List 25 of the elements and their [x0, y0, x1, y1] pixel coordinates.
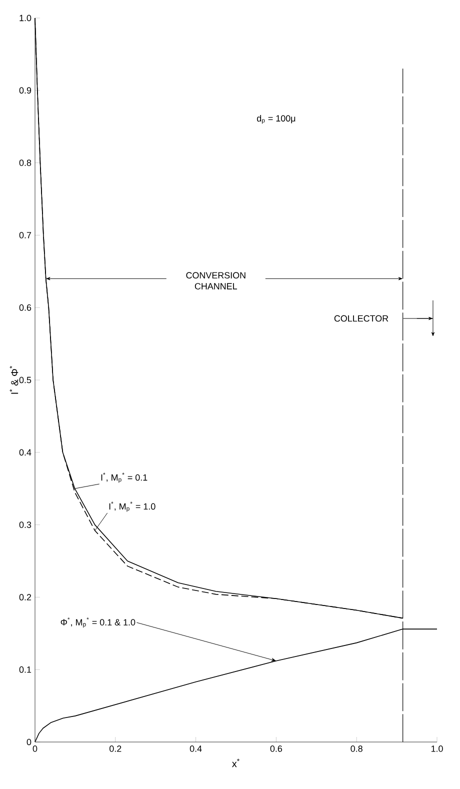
annotation: CONVERSION CHANNEL [186, 272, 246, 290]
annotation: d$_{p}$ = 100μ [257, 114, 296, 124]
y-tick-label: 0.4 [19, 449, 32, 456]
x-tick-label: 0.8 [350, 746, 362, 752]
y-tick-label: 0.6 [19, 304, 32, 311]
y-tick-label: 0.1 [19, 666, 32, 673]
x-axis-title: x$^{*}$ [232, 758, 240, 768]
y-tick-label: 0.7 [19, 232, 32, 238]
annotation: COLLECTOR [334, 315, 388, 322]
x-tick-label: 0.4 [190, 746, 202, 752]
y-tick-label: 0.8 [19, 160, 32, 166]
text: I$^{*}$, M$_{p}$$^{*}$ = 1.0 [109, 502, 156, 512]
y-tick-label: 0.9 [19, 87, 32, 94]
x-tick-label: 0.2 [110, 746, 122, 752]
y-tick-label: 0.3 [19, 522, 32, 528]
y-axis-title: I$^{*}$ & Φ$^{*}$ [10, 366, 18, 394]
x-tick-label: 0.6 [270, 746, 282, 752]
y-tick-label: 0 [26, 738, 32, 746]
text: Φ$^{*}$, M$_{p}$$^{*}$ = 0.1 & 1.0 [60, 617, 136, 628]
x-tick-label: 0 [32, 746, 38, 752]
y-tick-label: 0.5 [19, 376, 32, 384]
x-tick-label: 1.0 [431, 746, 443, 752]
y-tick-label: 0.2 [19, 594, 32, 600]
text: I$^{*}$, M$_{p}$$^{*}$ = 0.1 [101, 472, 148, 483]
y-tick-label: 1.0 [20, 14, 32, 22]
